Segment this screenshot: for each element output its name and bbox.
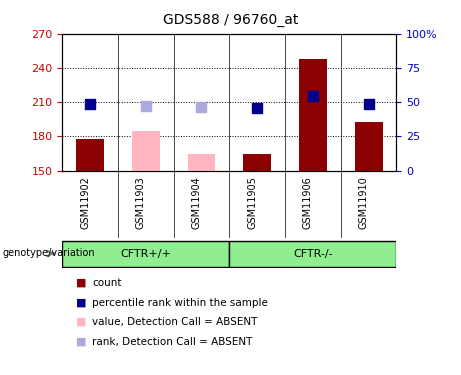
Point [142, 103, 149, 109]
Text: genotype/variation: genotype/variation [2, 249, 95, 258]
Text: value, Detection Call = ABSENT: value, Detection Call = ABSENT [92, 317, 258, 327]
Text: CFTR+/+: CFTR+/+ [120, 249, 171, 259]
Text: ■: ■ [76, 337, 87, 346]
Point [198, 104, 205, 110]
Text: ■: ■ [76, 317, 87, 327]
Text: GSM11903: GSM11903 [136, 176, 146, 229]
Text: ■: ■ [76, 298, 87, 307]
Text: GSM11910: GSM11910 [359, 176, 369, 229]
Bar [355, 122, 383, 171]
Point [309, 93, 317, 99]
Point [365, 102, 372, 108]
Text: rank, Detection Call = ABSENT: rank, Detection Call = ABSENT [92, 337, 253, 346]
Text: count: count [92, 278, 122, 288]
Text: GSM11902: GSM11902 [80, 176, 90, 229]
Text: GSM11905: GSM11905 [247, 176, 257, 229]
Text: GSM11906: GSM11906 [303, 176, 313, 229]
Bar [229, 242, 396, 267]
Bar [62, 242, 229, 267]
Point [254, 105, 261, 111]
Text: percentile rank within the sample: percentile rank within the sample [92, 298, 268, 307]
Bar [188, 153, 215, 171]
Point [86, 102, 94, 108]
Bar [132, 131, 160, 171]
Text: CFTR-/-: CFTR-/- [293, 249, 333, 259]
Text: ■: ■ [76, 278, 87, 288]
Bar [76, 139, 104, 171]
Text: GSM11904: GSM11904 [191, 176, 201, 229]
Text: GDS588 / 96760_at: GDS588 / 96760_at [163, 13, 298, 27]
Bar [243, 153, 271, 171]
Bar [299, 59, 327, 171]
